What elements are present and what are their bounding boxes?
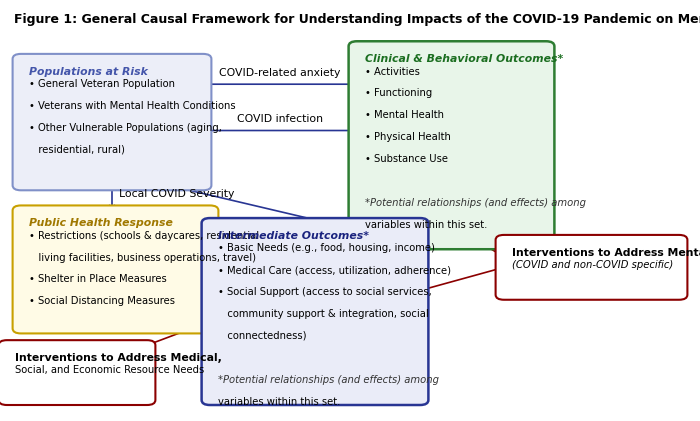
Text: COVID infection: COVID infection bbox=[237, 114, 323, 124]
FancyBboxPatch shape bbox=[202, 218, 428, 405]
Text: variables within this set.: variables within this set. bbox=[218, 397, 341, 407]
Text: • Substance Use: • Substance Use bbox=[365, 154, 449, 164]
Text: Clinical & Behavioral Outcomes*: Clinical & Behavioral Outcomes* bbox=[365, 54, 564, 64]
Text: • Veterans with Mental Health Conditions: • Veterans with Mental Health Conditions bbox=[29, 101, 236, 111]
Text: • Basic Needs (e.g., food, housing, income): • Basic Needs (e.g., food, housing, inco… bbox=[218, 243, 435, 253]
Text: • Other Vulnerable Populations (aging,: • Other Vulnerable Populations (aging, bbox=[29, 123, 223, 133]
Text: Figure 1: General Causal Framework for Understanding Impacts of the COVID-19 Pan: Figure 1: General Causal Framework for U… bbox=[14, 13, 700, 26]
Text: • General Veteran Population: • General Veteran Population bbox=[29, 79, 176, 89]
Text: • Physical Health: • Physical Health bbox=[365, 132, 452, 142]
Text: • Functioning: • Functioning bbox=[365, 88, 433, 99]
Text: • Social Distancing Measures: • Social Distancing Measures bbox=[29, 296, 176, 306]
Text: Intermediate Outcomes*: Intermediate Outcomes* bbox=[218, 231, 370, 241]
Text: living facilities, business operations, travel): living facilities, business operations, … bbox=[29, 253, 256, 263]
Text: Social, and Economic Resource Needs: Social, and Economic Resource Needs bbox=[15, 365, 204, 376]
Text: • Social Support (access to social services,: • Social Support (access to social servi… bbox=[218, 287, 432, 297]
Text: connectedness): connectedness) bbox=[218, 331, 307, 341]
Text: *Potential relationships (and effects) among: *Potential relationships (and effects) a… bbox=[218, 375, 440, 385]
Text: Interventions to Address Mental Health: Interventions to Address Mental Health bbox=[512, 248, 700, 258]
Text: Interventions to Address Medical,: Interventions to Address Medical, bbox=[15, 353, 223, 363]
Text: COVID-related anxiety: COVID-related anxiety bbox=[219, 68, 341, 78]
Text: *Potential relationships (and effects) among: *Potential relationships (and effects) a… bbox=[365, 198, 587, 208]
Text: • Activities: • Activities bbox=[365, 67, 420, 77]
Text: community support & integration, social: community support & integration, social bbox=[218, 309, 429, 319]
Text: Populations at Risk: Populations at Risk bbox=[29, 67, 148, 77]
FancyBboxPatch shape bbox=[496, 235, 687, 300]
FancyBboxPatch shape bbox=[13, 54, 211, 190]
Text: • Medical Care (access, utilization, adherence): • Medical Care (access, utilization, adh… bbox=[218, 265, 452, 275]
Text: variables within this set.: variables within this set. bbox=[365, 220, 488, 230]
Text: Local COVID Severity: Local COVID Severity bbox=[119, 189, 234, 199]
Text: Public Health Response: Public Health Response bbox=[29, 218, 174, 228]
FancyBboxPatch shape bbox=[0, 340, 155, 405]
FancyBboxPatch shape bbox=[349, 41, 554, 249]
FancyBboxPatch shape bbox=[13, 205, 218, 333]
Text: residential, rural): residential, rural) bbox=[29, 145, 125, 155]
Text: • Restrictions (schools & daycares, residential: • Restrictions (schools & daycares, resi… bbox=[29, 231, 260, 241]
Text: • Mental Health: • Mental Health bbox=[365, 110, 444, 120]
Text: (COVID and non-COVID specific): (COVID and non-COVID specific) bbox=[512, 260, 673, 270]
Text: • Shelter in Place Measures: • Shelter in Place Measures bbox=[29, 274, 167, 285]
